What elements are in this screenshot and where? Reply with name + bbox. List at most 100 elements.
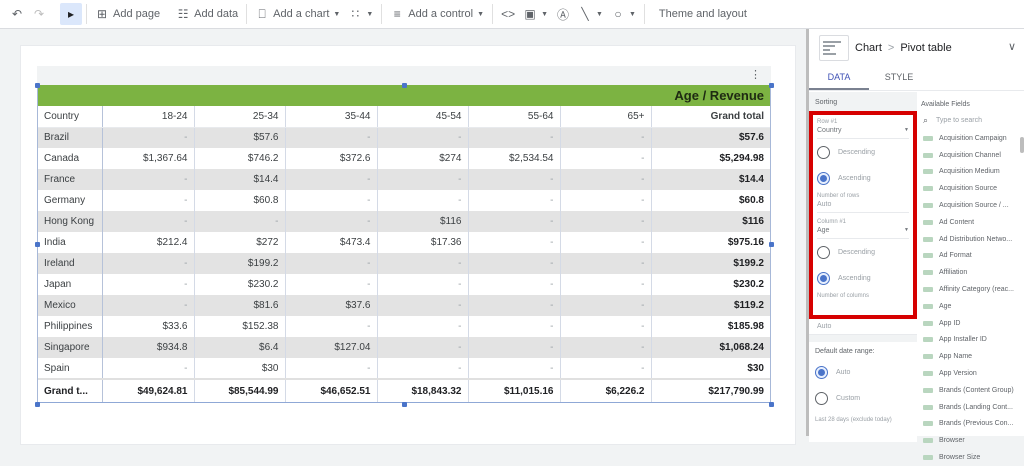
field-item[interactable]: Brands (Content Group) xyxy=(919,382,1024,399)
data-settings-column: Sorting Row #1 Country ▼ Descending Ascen… xyxy=(809,92,917,442)
value-cell: - xyxy=(560,337,652,358)
add-data-button[interactable]: ☷ Add data xyxy=(177,7,239,21)
resize-handle[interactable] xyxy=(769,402,774,407)
line-button[interactable]: ╲ ▼ xyxy=(574,3,607,25)
text-field-type-icon xyxy=(923,404,933,410)
add-data-icon: ☷ xyxy=(177,7,189,21)
value-cell: $473.4 xyxy=(285,232,378,253)
chevron-down-icon[interactable]: ∨ xyxy=(1007,41,1016,53)
column-ascending-radio[interactable]: Ascending xyxy=(817,265,909,291)
available-fields-label: Available Fields xyxy=(921,101,970,108)
value-cell: - xyxy=(468,295,561,316)
field-item[interactable]: Brands (Landing Cont... xyxy=(919,399,1024,416)
resize-handle[interactable] xyxy=(35,402,40,407)
select-button[interactable]: ▸ xyxy=(60,3,82,25)
field-item[interactable]: Ad Format xyxy=(919,248,1024,265)
field-item[interactable]: Affinity Category (reac... xyxy=(919,281,1024,298)
field-item[interactable]: App Installer ID xyxy=(919,332,1024,349)
row-label-cell: Canada xyxy=(38,148,103,169)
field-item[interactable]: App Version xyxy=(919,365,1024,382)
resize-handle[interactable] xyxy=(769,242,774,247)
row-sort-dropdown[interactable]: Country ▼ xyxy=(817,125,909,139)
field-item[interactable]: App Name xyxy=(919,348,1024,365)
value-cell: $1,367.64 xyxy=(102,148,195,169)
embed-button[interactable]: <> xyxy=(497,3,519,25)
field-item[interactable]: Browser xyxy=(919,432,1024,449)
community-viz-button[interactable]: ∷ ▼ xyxy=(344,3,377,25)
value-cell: $60.8 xyxy=(738,195,764,206)
divider xyxy=(246,4,248,24)
shape-button[interactable]: ○ ▼ xyxy=(607,3,640,25)
value-cell: - xyxy=(194,211,286,232)
pivot-table[interactable]: Age / Revenue Country 18-24 25-34 35-44 45-5… xyxy=(37,85,771,403)
field-item[interactable]: Ad Content xyxy=(919,214,1024,231)
add-control-button[interactable]: ≡ Add a control ▼ xyxy=(386,3,488,25)
value-cell: - xyxy=(560,295,652,316)
text-field-type-icon xyxy=(923,169,933,175)
text-field-type-icon xyxy=(923,320,933,326)
value-cell: - xyxy=(468,337,561,358)
text-box-icon: Ⓐ xyxy=(556,7,569,22)
value-cell: 25-34 xyxy=(194,106,286,128)
field-item[interactable]: Acquisition Medium xyxy=(919,164,1024,181)
text-button[interactable]: Ⓐ xyxy=(552,3,574,25)
add-page-button[interactable]: ⊞ Add page xyxy=(96,7,161,21)
date-custom-radio[interactable]: Custom xyxy=(815,385,911,411)
theme-layout-button[interactable]: Theme and layout xyxy=(658,8,747,20)
field-item[interactable]: Acquisition Source xyxy=(919,180,1024,197)
radio-checked-icon xyxy=(815,365,828,379)
value-cell: - xyxy=(468,190,561,211)
resize-handle[interactable] xyxy=(402,402,407,407)
resize-handle[interactable] xyxy=(35,83,40,88)
value-cell: $81.6 xyxy=(194,295,286,316)
field-item[interactable]: Brands (Previous Con... xyxy=(919,416,1024,433)
more-options-icon[interactable]: ⋮ xyxy=(750,69,761,81)
column-descending-radio[interactable]: Descending xyxy=(817,239,909,265)
column-sort-dropdown[interactable]: Age ▼ xyxy=(817,225,909,239)
shape-icon: ○ xyxy=(614,7,622,21)
radio-checked-icon xyxy=(817,171,830,185)
value-cell: - xyxy=(377,190,469,211)
value-cell: - xyxy=(102,295,195,316)
undo-button[interactable]: ↶ xyxy=(6,3,28,25)
grand-total-row: Grand t... $49,624.81 $85,544.99 $46,652.51… xyxy=(38,378,770,402)
text-field-type-icon xyxy=(923,236,933,242)
search-input[interactable]: Type to search xyxy=(936,116,982,124)
tab-style[interactable]: STYLE xyxy=(884,72,914,82)
value-cell: - xyxy=(377,316,469,337)
field-search[interactable]: ⌕ Type to search xyxy=(919,112,1024,130)
available-fields-column: Available Fields ⌕ Type to search Acquis… xyxy=(919,92,1024,461)
text-field-type-icon xyxy=(923,337,933,343)
value-cell: $18,843.32 xyxy=(377,378,469,402)
resize-handle[interactable] xyxy=(35,242,40,247)
column-sort-label: Column #1 xyxy=(817,219,847,225)
row-label-cell: Grand t... xyxy=(38,378,103,402)
image-icon: ▣ xyxy=(524,7,536,21)
number-of-rows-input[interactable]: Auto xyxy=(817,199,909,213)
field-item[interactable]: Browser Size xyxy=(919,449,1024,466)
redo-button[interactable]: ↷ xyxy=(28,3,50,25)
row-descending-radio[interactable]: Descending xyxy=(817,139,909,165)
tab-data[interactable]: DATA xyxy=(809,66,869,90)
field-item[interactable]: Ad Distribution Netwo... xyxy=(919,231,1024,248)
field-item[interactable]: Age xyxy=(919,298,1024,315)
value-cell: $127.04 xyxy=(285,337,378,358)
radio-unchecked-icon xyxy=(817,245,830,259)
resize-handle[interactable] xyxy=(402,83,407,88)
value-cell: - xyxy=(468,232,561,253)
resize-handle[interactable] xyxy=(769,83,774,88)
field-item[interactable]: Affiliation xyxy=(919,264,1024,281)
field-item[interactable]: App ID xyxy=(919,315,1024,332)
caret-down-icon: ▼ xyxy=(596,10,603,18)
number-of-columns-input[interactable]: Auto xyxy=(809,319,917,335)
add-chart-button[interactable]: ⎕ Add a chart ▼ xyxy=(251,3,344,25)
date-auto-radio[interactable]: Auto xyxy=(815,359,911,385)
value-cell: $14.4 xyxy=(651,169,770,190)
field-item[interactable]: Acquisition Campaign xyxy=(919,130,1024,147)
add-chart-icon: ⎕ xyxy=(258,6,266,21)
image-button[interactable]: ▣ ▼ xyxy=(519,3,552,25)
field-list-scrollbar[interactable] xyxy=(1020,137,1024,153)
row-ascending-radio[interactable]: Ascending xyxy=(817,165,909,191)
field-item[interactable]: Acquisition Channel xyxy=(919,147,1024,164)
field-item[interactable]: Acquisition Source / ... xyxy=(919,197,1024,214)
